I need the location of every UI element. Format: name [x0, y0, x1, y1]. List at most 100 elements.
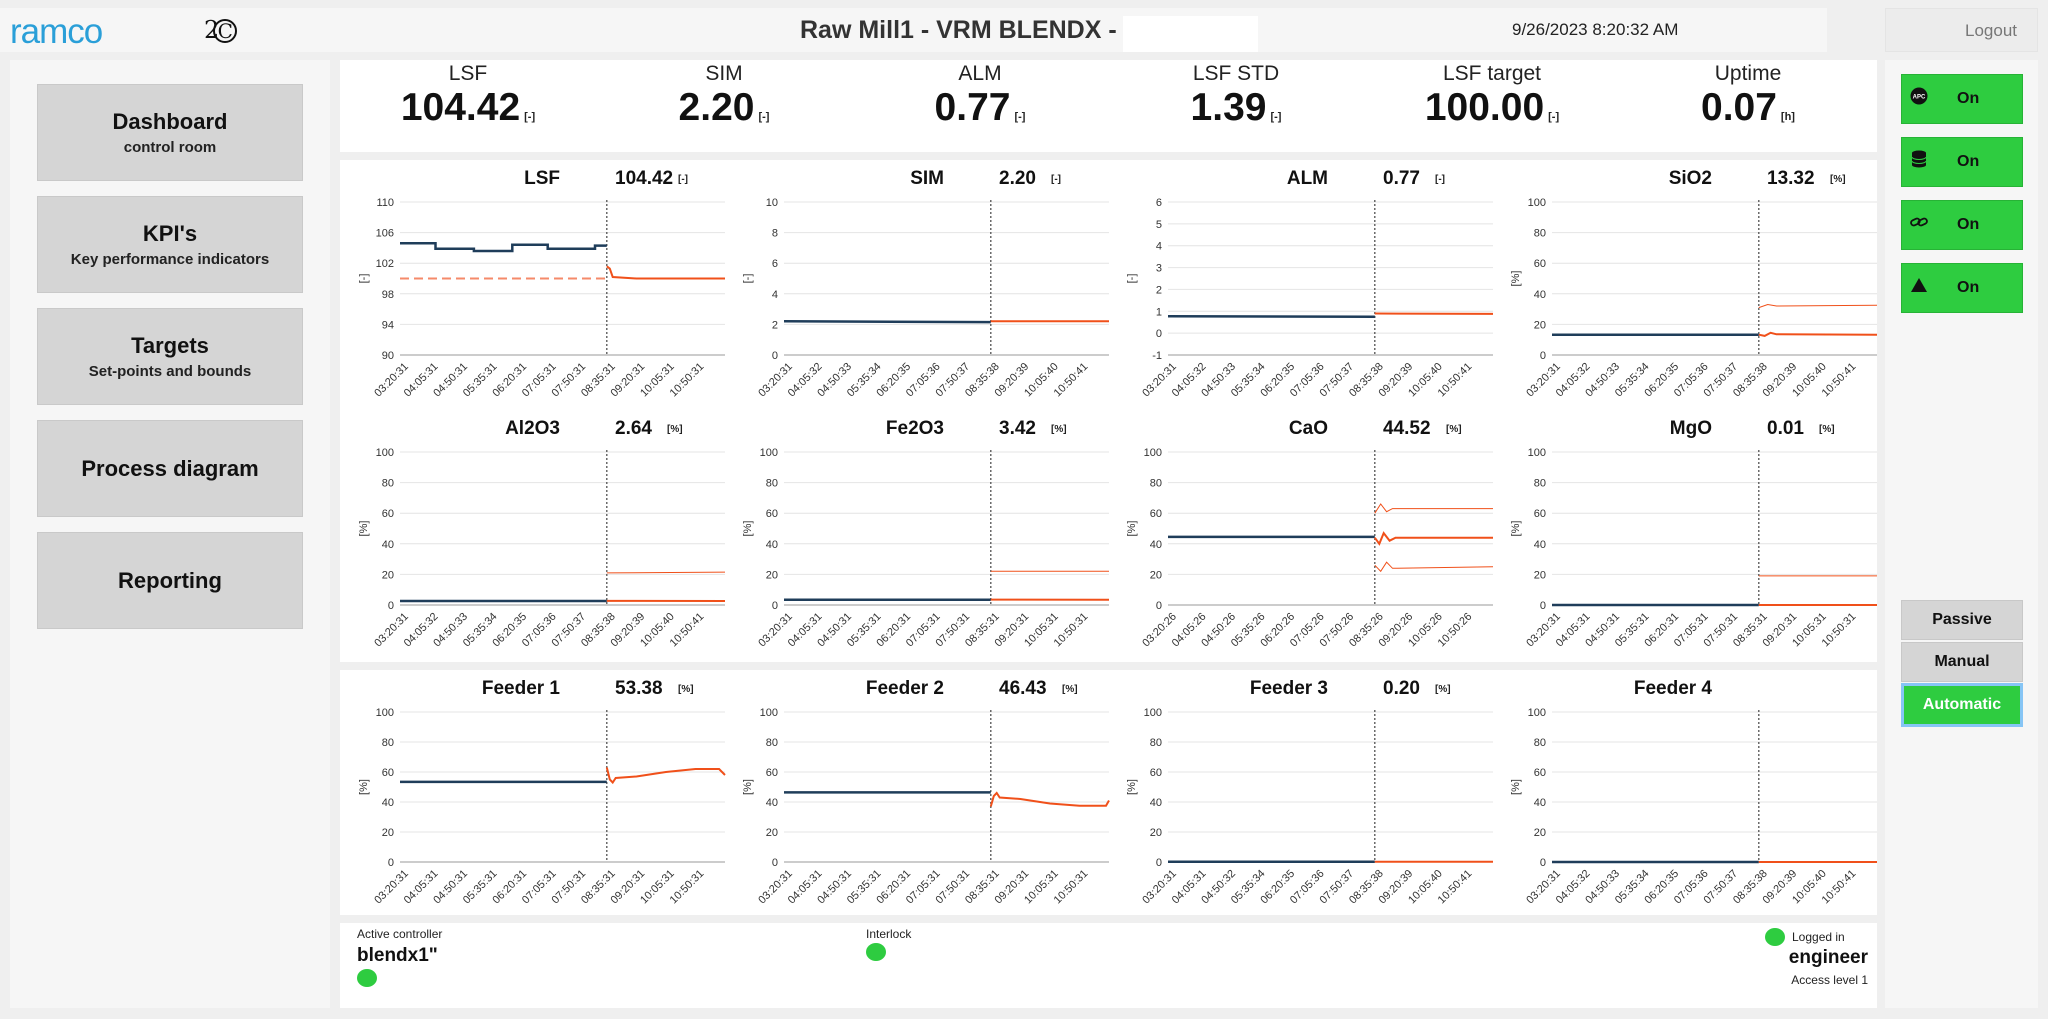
y-tick-label: 100 [1528, 197, 1546, 209]
series-prediction [605, 767, 726, 785]
chart-title: SIM [910, 168, 944, 189]
y-tick-label: 4 [772, 289, 778, 301]
nav-targets-button[interactable]: Targets Set-points and bounds [37, 308, 303, 405]
chart-sio2: SiO2 13.32 [%] 0 20 40 60 80 100 [%] 03:20:31 04:05… [1507, 160, 1891, 410]
logout-button[interactable]: Logout [1885, 8, 2038, 52]
y-tick-label: 20 [1534, 319, 1546, 331]
y-tick-label: 10 [766, 197, 778, 209]
kpi-value: 2.20 [678, 86, 755, 129]
triangle-icon [1910, 276, 1928, 294]
feeder-charts-panel: Feeder 1 53.38 [%] 0 20 40 60 80 100 [%] 03:20:31 0… [340, 670, 1877, 915]
nav-process-diagram-button[interactable]: Process diagram [37, 420, 303, 517]
y-tick-label: 6 [1156, 197, 1162, 209]
y-tick-label: 0 [1156, 600, 1162, 612]
series-lower [1374, 561, 1494, 573]
y-tick-label: 6 [772, 258, 778, 270]
chart-title: ALM [1286, 168, 1328, 189]
y-tick-label: 98 [382, 289, 394, 301]
title-blank-field [1123, 16, 1258, 52]
y-tick-label: 0 [1156, 857, 1162, 869]
kpi-value: 0.77 [934, 86, 1011, 129]
kpi-label: ALM [958, 62, 1002, 85]
user-name: engineer [1788, 947, 1868, 968]
chart-unit: [%] [1830, 174, 1846, 185]
database-toggle-button[interactable]: On [1901, 137, 2023, 187]
apc-toggle-button[interactable]: APC On [1901, 74, 2023, 124]
chart-title: CaO [1288, 418, 1328, 439]
y-axis-label: [%] [358, 521, 370, 537]
y-tick-label: 80 [1150, 478, 1162, 490]
mode-automatic-button[interactable]: Automatic [1901, 683, 2023, 727]
nav-title: Reporting [118, 567, 222, 593]
kpi-unit: [-] [758, 111, 770, 123]
chart-value: 13.32 [1767, 168, 1815, 189]
y-tick-label: 100 [760, 707, 778, 719]
y-tick-label: 0 [1156, 328, 1162, 340]
y-tick-label: 20 [766, 569, 778, 581]
y-tick-label: 2 [1156, 284, 1162, 296]
toggle-label: On [1957, 216, 1980, 233]
kpi-unit: [-] [1270, 111, 1282, 123]
y-tick-label: 8 [772, 228, 778, 240]
y-tick-label: 102 [376, 258, 394, 270]
y-tick-label: 20 [1150, 827, 1162, 839]
y-tick-label: 100 [1528, 707, 1546, 719]
chart-value: 2.20 [999, 168, 1036, 189]
y-tick-label: 80 [382, 478, 394, 490]
y-tick-label: 100 [1144, 447, 1162, 459]
y-tick-label: 60 [766, 767, 778, 779]
chart-unit: [%] [667, 424, 683, 435]
y-tick-label: 60 [1150, 508, 1162, 520]
y-tick-label: 94 [382, 319, 394, 331]
chart-title: Feeder 3 [1249, 678, 1328, 699]
active-controller-indicator [357, 969, 377, 992]
series-upper [1758, 303, 1878, 309]
header-bar: ramco 2C Raw Mill1 - VRM BLENDX - 9/26/2… [0, 8, 1827, 52]
y-tick-label: 4 [1156, 241, 1162, 253]
apc-icon: APC [1910, 87, 1928, 105]
y-axis-label: [%] [1510, 779, 1522, 795]
y-tick-label: 20 [382, 569, 394, 581]
y-tick-label: 110 [376, 197, 394, 209]
y-tick-label: 40 [1534, 539, 1546, 551]
y-tick-label: 100 [1144, 707, 1162, 719]
nav-kpis-button[interactable]: KPI's Key performance indicators [37, 196, 303, 293]
series-prediction [1758, 331, 1878, 337]
y-tick-label: 60 [1150, 767, 1162, 779]
nav-title: Dashboard [112, 109, 228, 134]
chart-title: Feeder 4 [1633, 678, 1712, 699]
y-tick-label: 40 [1150, 797, 1162, 809]
y-tick-label: 60 [1534, 767, 1546, 779]
y-tick-label: 80 [382, 737, 394, 749]
y-tick-label: 0 [388, 857, 394, 869]
y-tick-label: 80 [766, 478, 778, 490]
y-axis-label: [-] [1126, 274, 1138, 284]
triangle-toggle-button[interactable]: On [1901, 263, 2023, 313]
y-tick-label: 80 [1534, 478, 1546, 490]
y-axis-label: [%] [1126, 779, 1138, 795]
kpi-value: 0.07 [1701, 86, 1777, 129]
nav-dashboard-button[interactable]: Dashboard control room [37, 84, 303, 181]
mode-manual-button[interactable]: Manual [1901, 642, 2023, 682]
nav-reporting-button[interactable]: Reporting [37, 532, 303, 629]
y-tick-label: 40 [1150, 539, 1162, 551]
y-tick-label: 20 [382, 827, 394, 839]
chart-unit: [%] [1446, 424, 1462, 435]
nav-subtitle: Set-points and bounds [88, 363, 252, 380]
mode-passive-button[interactable]: Passive [1901, 600, 2023, 640]
y-tick-label: 100 [376, 447, 394, 459]
y-axis-label: [-] [358, 274, 370, 284]
kpi-label: LSF [448, 62, 488, 85]
chart-unit: [%] [1062, 684, 1078, 695]
kpi-lsf-std: LSF STD 1.39 [-] [1108, 60, 1364, 139]
y-tick-label: 100 [376, 707, 394, 719]
nav-subtitle: Key performance indicators [70, 251, 270, 268]
series-history [783, 320, 991, 324]
y-tick-label: 0 [1540, 350, 1546, 362]
link-toggle-button[interactable]: On [1901, 200, 2023, 250]
chart-title: Feeder 1 [481, 678, 560, 699]
chart-plot: -10123456[-]03:20:3104:05:3204:50:3305:3… [1126, 197, 1494, 399]
chart-unit: [%] [678, 684, 694, 695]
nav-subtitle: control room [123, 139, 217, 156]
chart-value: 44.52 [1383, 418, 1431, 439]
